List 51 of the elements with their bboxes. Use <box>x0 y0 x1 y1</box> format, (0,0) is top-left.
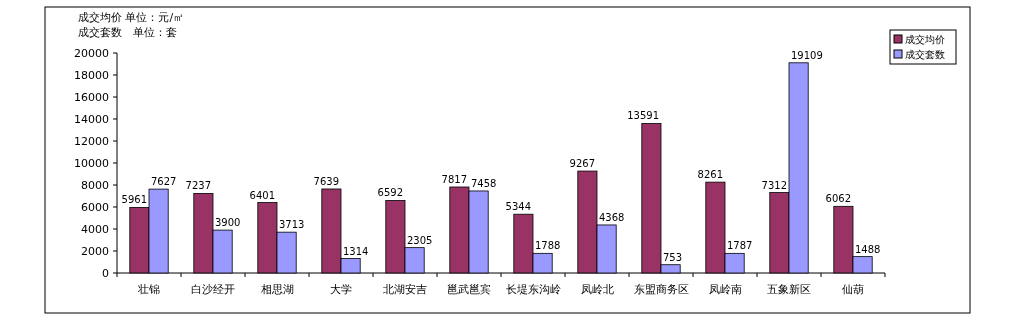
data-label: 9267 <box>569 158 595 170</box>
x-tick-label: 凤岭北 <box>580 283 614 296</box>
data-label: 6592 <box>377 187 403 199</box>
data-label: 7458 <box>471 177 497 189</box>
x-tick-label: 壮锦 <box>137 283 160 296</box>
y-tick-label: 10000 <box>74 157 109 170</box>
data-label: 1488 <box>855 243 881 255</box>
x-tick-label: 邕武邕宾 <box>447 283 491 296</box>
x-tick-label: 大学 <box>330 283 352 296</box>
data-label: 7817 <box>441 174 467 186</box>
x-tick-label: 白沙经开 <box>191 283 235 296</box>
data-label: 5344 <box>505 201 531 213</box>
data-label: 4368 <box>599 211 625 223</box>
data-label: 7312 <box>761 179 787 191</box>
text: 成交套数 单位：套 <box>78 26 177 39</box>
legend-label: 成交套数 <box>905 49 945 60</box>
data-label: 6062 <box>825 193 851 205</box>
data-label: 13591 <box>627 110 659 122</box>
data-label: 1787 <box>727 240 753 252</box>
data-label: 7639 <box>313 175 339 187</box>
data-label: 8261 <box>697 169 723 181</box>
x-tick-label: 凤岭南 <box>708 283 742 296</box>
y-tick-label: 20000 <box>74 47 109 60</box>
data-label: 6401 <box>249 189 275 201</box>
data-label: 1314 <box>343 245 369 257</box>
x-tick-label: 相思湖 <box>260 283 294 296</box>
y-tick-label: 18000 <box>74 69 109 82</box>
y-tick-label: 2000 <box>81 245 109 258</box>
data-label: 2305 <box>407 234 433 246</box>
x-tick-label: 五象新区 <box>767 283 811 296</box>
y-tick-label: 6000 <box>81 201 109 214</box>
y-tick-label: 14000 <box>74 113 109 126</box>
data-label: 1788 <box>535 240 561 252</box>
x-tick-label: 北湖安吉 <box>383 283 427 296</box>
y-tick-label: 12000 <box>74 135 109 148</box>
data-label: 19109 <box>791 49 823 61</box>
text: 成交均价 单位：元/㎡ <box>78 11 185 24</box>
x-tick-label: 仙葫 <box>842 283 864 296</box>
data-label: 7627 <box>151 176 177 188</box>
data-label: 753 <box>663 251 683 263</box>
data-label: 3900 <box>215 217 241 229</box>
y-tick-label: 4000 <box>81 223 109 236</box>
y-tick-label: 8000 <box>81 179 109 192</box>
y-tick-label: 0 <box>102 267 109 280</box>
data-label: 7237 <box>185 180 211 192</box>
x-tick-label: 长堤东沟岭 <box>505 283 561 296</box>
data-label: 5961 <box>121 194 147 206</box>
data-label: 3713 <box>279 219 305 231</box>
legend-label: 成交均价 <box>905 34 945 45</box>
y-tick-label: 16000 <box>74 91 109 104</box>
x-tick-label: 东盟商务区 <box>633 283 689 296</box>
